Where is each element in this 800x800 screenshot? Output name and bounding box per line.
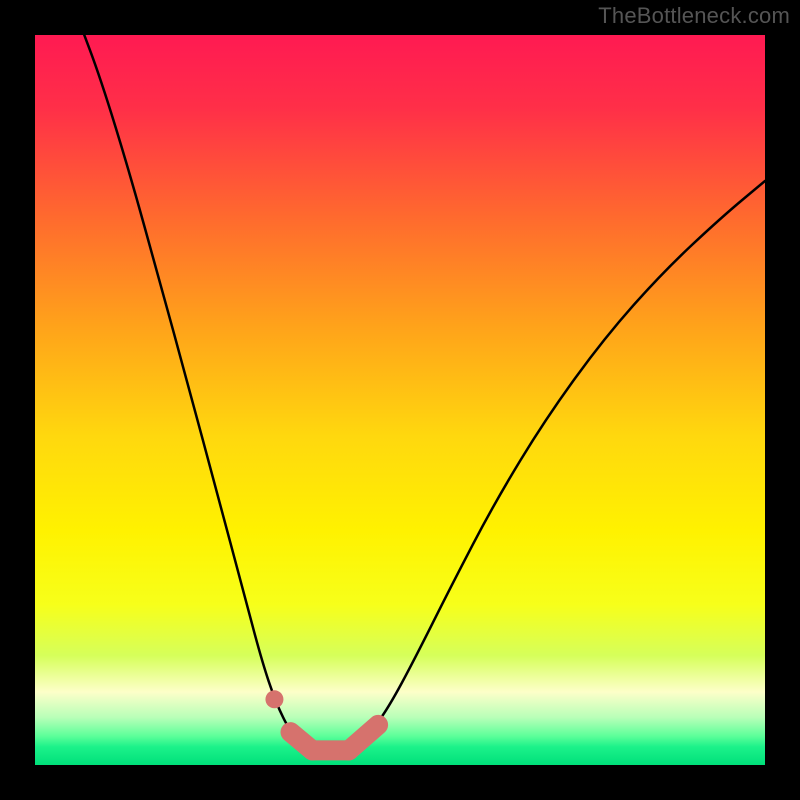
chart-svg [0,0,800,800]
overlay-marker-dot [265,690,283,708]
chart-stage: TheBottleneck.com [0,0,800,800]
plot-background-gradient [35,35,765,765]
watermark-text: TheBottleneck.com [598,3,790,29]
